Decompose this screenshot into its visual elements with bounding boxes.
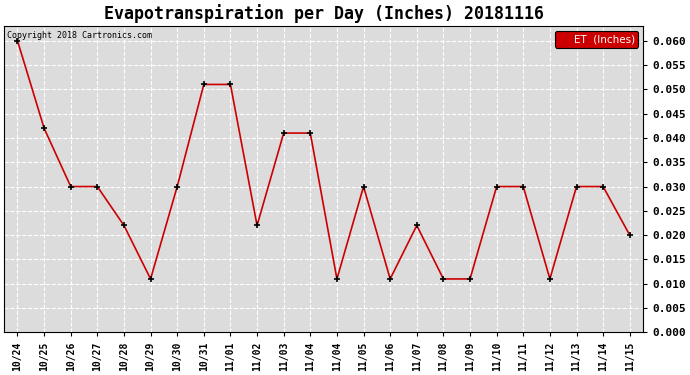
Text: Copyright 2018 Cartronics.com: Copyright 2018 Cartronics.com — [8, 31, 152, 40]
Legend: ET  (Inches): ET (Inches) — [555, 31, 638, 48]
Title: Evapotranspiration per Day (Inches) 20181116: Evapotranspiration per Day (Inches) 2018… — [104, 4, 544, 23]
